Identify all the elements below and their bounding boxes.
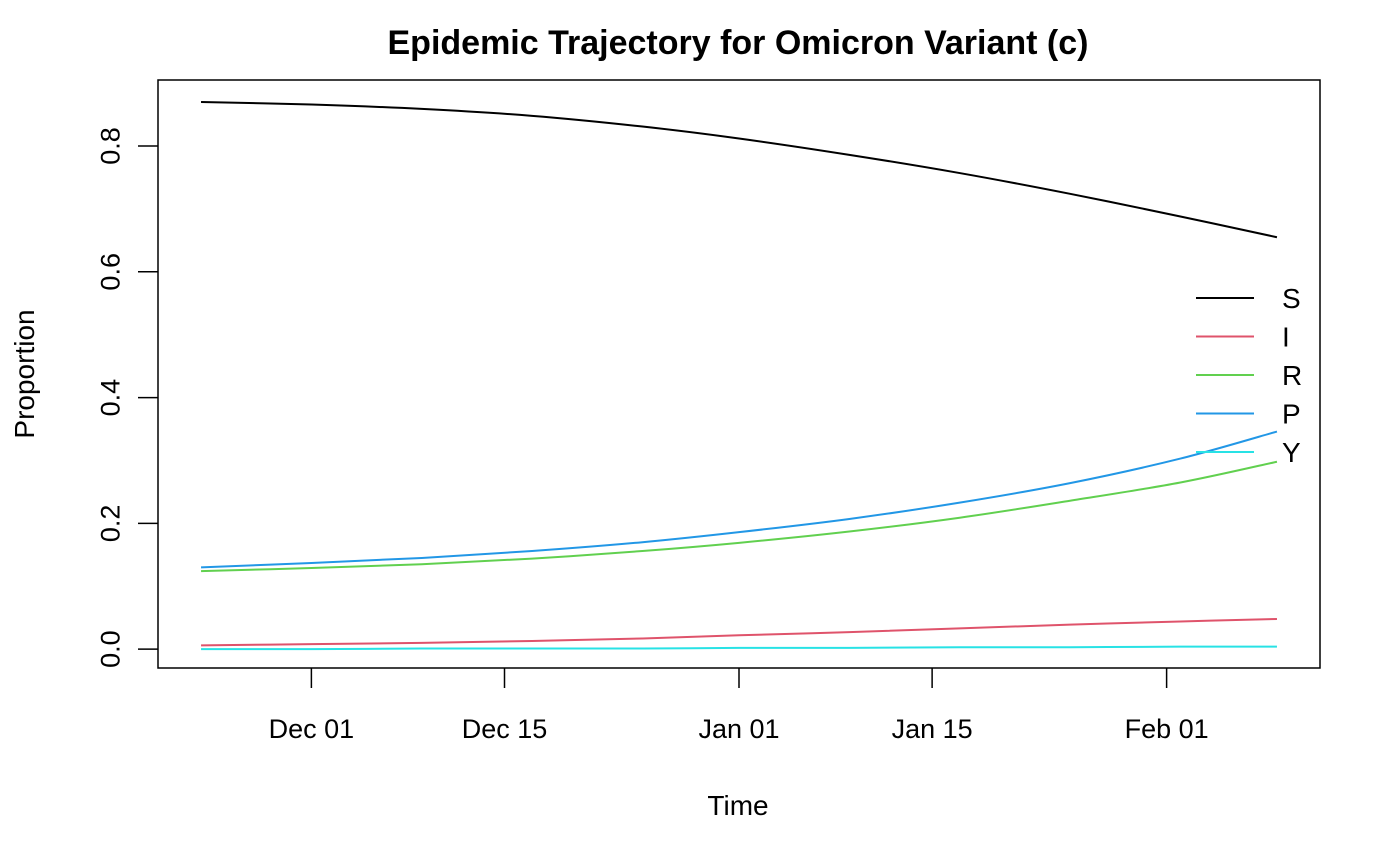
x-tick-label-4: Feb 01	[1125, 714, 1209, 744]
y-tick-label-3: 0.6	[96, 253, 126, 291]
series-line-R	[201, 460, 1278, 573]
legend-label-Y: Y	[1282, 437, 1301, 468]
plot-frame	[157, 79, 1321, 669]
series-line-I	[201, 617, 1277, 647]
y-tick-label-0: 0.0	[96, 630, 126, 668]
x-axis: Dec 01 Dec 15 Jan 01 Jan 15 Feb 01	[269, 668, 1209, 744]
series-line-P	[201, 430, 1278, 569]
y-tick-label-1: 0.2	[96, 505, 126, 543]
y-axis-label: Proportion	[9, 309, 40, 438]
x-tick-label-1: Dec 15	[462, 714, 548, 744]
series-lines	[201, 101, 1278, 651]
series-line-S	[201, 101, 1278, 239]
y-axis: 0.0 0.2 0.4 0.6 0.8	[96, 127, 158, 668]
x-tick-label-3: Jan 15	[892, 714, 973, 744]
x-axis-label: Time	[707, 790, 768, 821]
legend-label-S: S	[1282, 283, 1301, 314]
legend-label-P: P	[1282, 399, 1301, 430]
chart-title: Epidemic Trajectory for Omicron Variant …	[388, 24, 1089, 62]
x-tick-label-0: Dec 01	[269, 714, 355, 744]
y-tick-label-4: 0.8	[96, 127, 126, 165]
legend-label-I: I	[1282, 322, 1290, 353]
legend-label-R: R	[1282, 360, 1302, 391]
x-tick-label-2: Jan 01	[698, 714, 779, 744]
y-tick-label-2: 0.4	[96, 379, 126, 417]
series-line-Y	[201, 645, 1277, 651]
